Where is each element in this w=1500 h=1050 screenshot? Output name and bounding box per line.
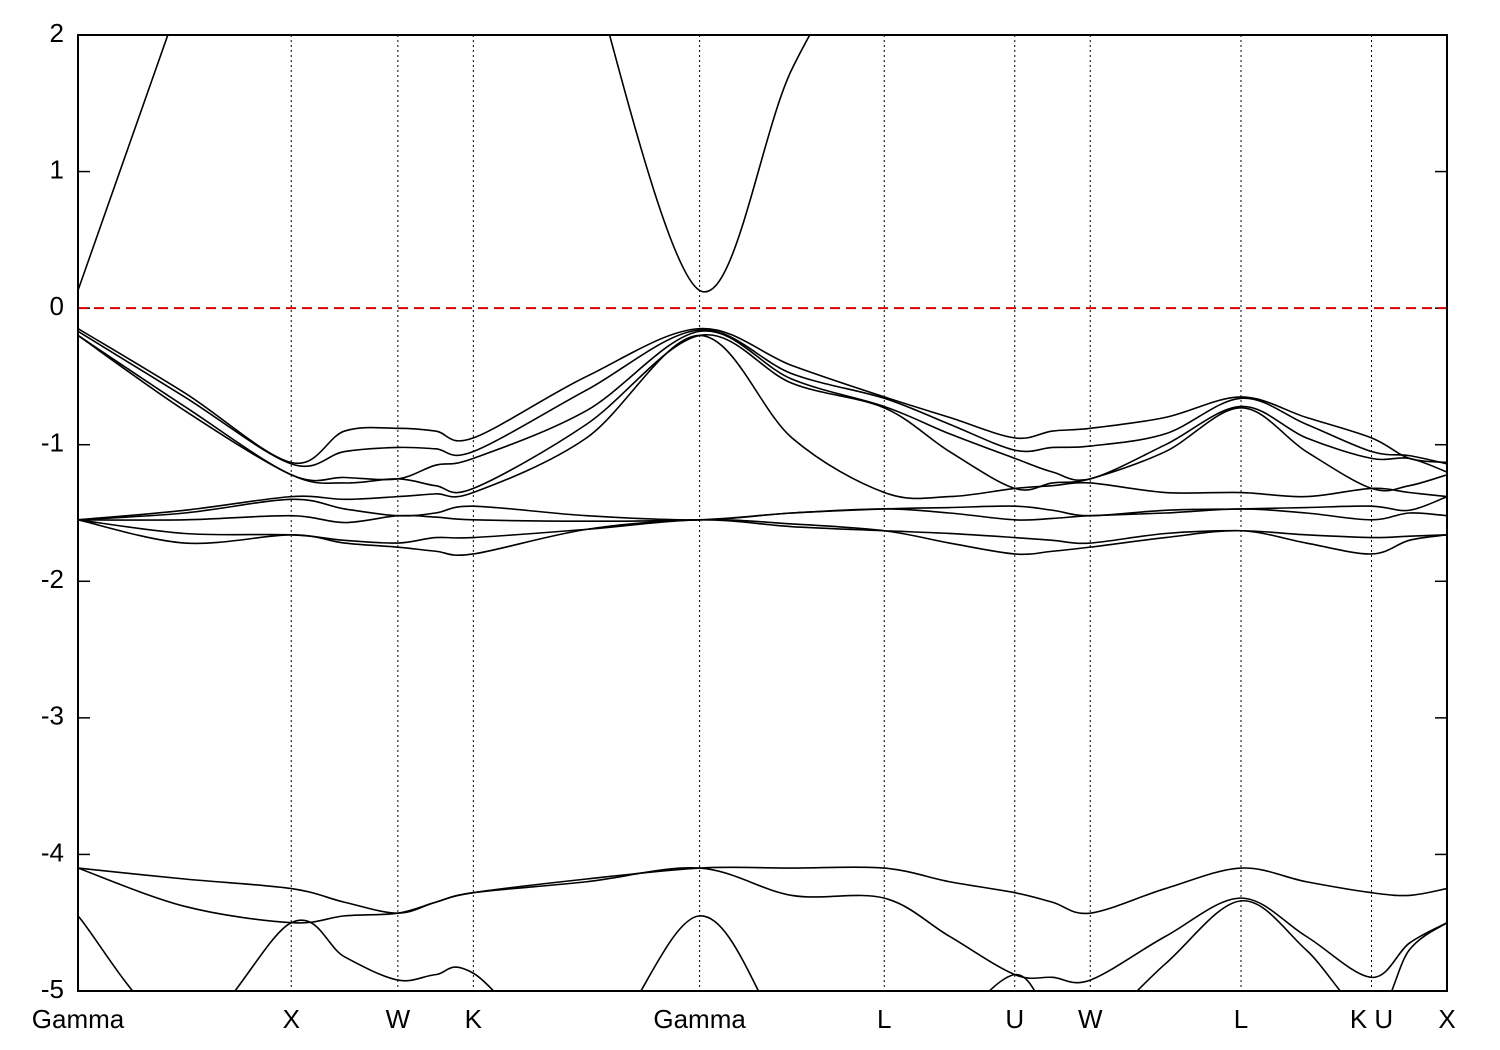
band-line	[78, 333, 1447, 494]
y-tick-label: 0	[50, 291, 64, 321]
bands	[78, 35, 1447, 991]
band-line	[78, 334, 1447, 521]
y-tick-label: 2	[50, 18, 64, 48]
x-tick-label: W	[386, 1004, 411, 1034]
band-line	[78, 508, 1447, 524]
band-line	[78, 519, 1447, 545]
y-tick-label: -1	[41, 428, 64, 458]
band-line	[78, 327, 1447, 465]
band-line	[78, 35, 811, 293]
grid	[77, 34, 1448, 992]
x-tick-label: Gamma	[653, 1004, 746, 1034]
x-tick-label: K	[465, 1004, 483, 1034]
y-tick-label: -5	[41, 974, 64, 1004]
y-tick-label: -2	[41, 564, 64, 594]
x-tick-label: X	[1438, 1004, 1455, 1034]
x-tick-label: W	[1078, 1004, 1103, 1034]
x-tick-label: K U	[1350, 1004, 1393, 1034]
band-line	[78, 330, 1447, 482]
x-tick-label: L	[877, 1004, 891, 1034]
band-line	[78, 866, 1447, 915]
band-line	[78, 900, 1447, 991]
band-line	[78, 866, 1447, 984]
band-line	[78, 518, 1447, 557]
x-tick-label: Gamma	[32, 1004, 125, 1034]
labels: -5 -4 -3 -2 -1 0 1 2 Gamma X W K Gamma L U W L K U X	[32, 18, 1456, 1034]
plot-frame	[77, 34, 1448, 992]
y-tick-label: 1	[50, 154, 64, 184]
band-line	[78, 329, 1447, 468]
x-tick-label: L	[1234, 1004, 1248, 1034]
x-tick-label: X	[283, 1004, 300, 1034]
x-tick-label: U	[1005, 1004, 1024, 1034]
y-tick-label: -4	[41, 837, 64, 867]
y-tick-label: -3	[41, 701, 64, 731]
